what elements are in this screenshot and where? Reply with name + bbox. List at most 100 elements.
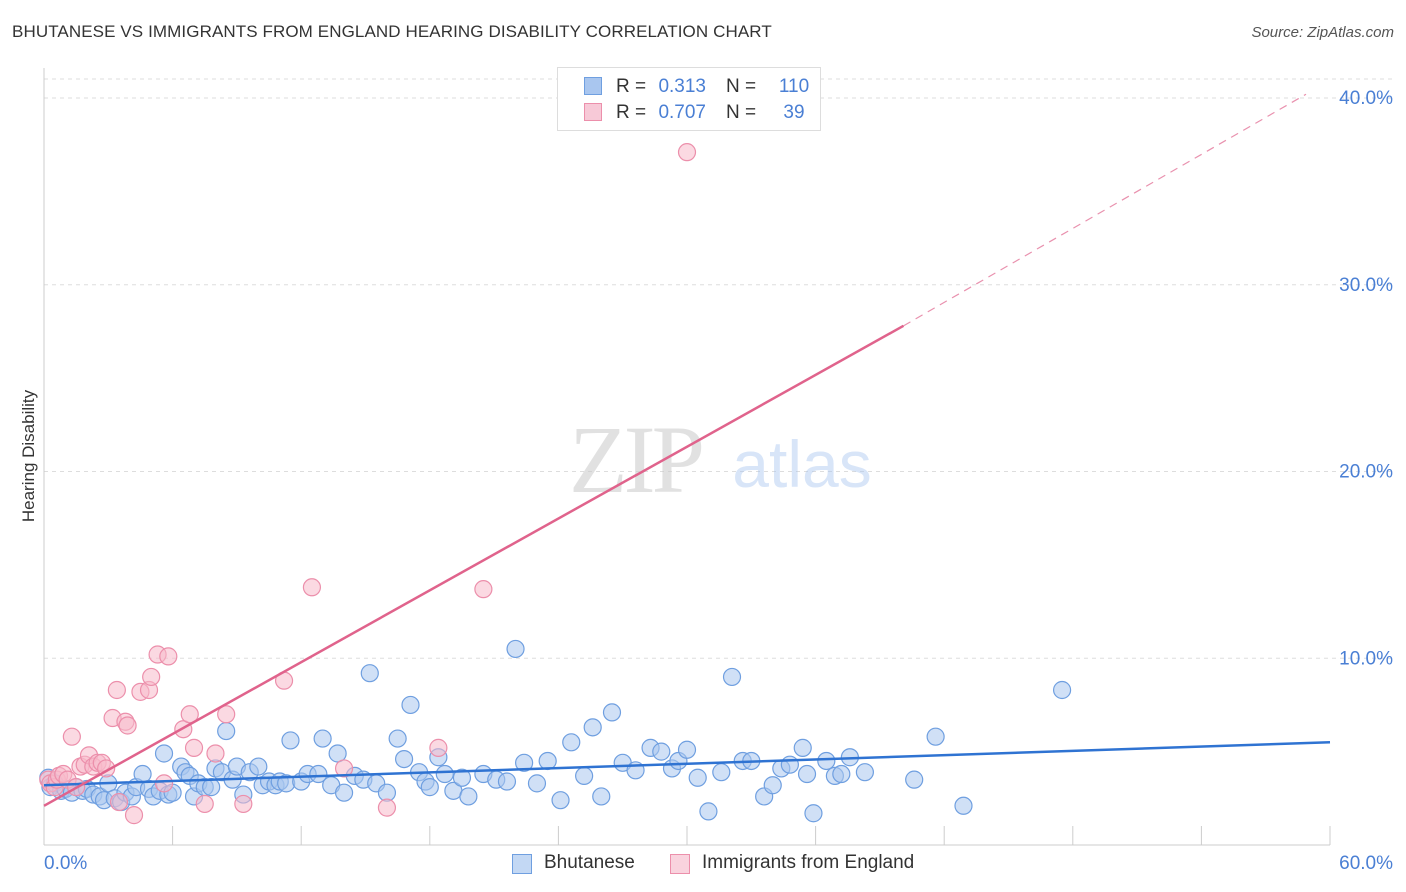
bhutanese-point xyxy=(459,787,478,806)
watermark-zip: ZIP xyxy=(569,406,702,513)
bhutanese-point xyxy=(712,763,731,782)
england-point xyxy=(159,647,178,666)
england-point xyxy=(217,705,236,724)
legend-r-value: 0.707 xyxy=(658,102,706,123)
bhutanese-point xyxy=(954,796,973,815)
chart-source: Source: ZipAtlas.com xyxy=(1251,24,1394,41)
england-point xyxy=(109,792,129,812)
bhutanese-point xyxy=(360,664,379,683)
england-point xyxy=(234,794,253,814)
y-axis-label: Hearing Disability xyxy=(19,389,38,523)
y-tick-label: 20.0% xyxy=(1339,462,1393,483)
bhutanese-point xyxy=(804,804,823,823)
bhutanese-point xyxy=(249,757,268,776)
bhutanese-point xyxy=(506,639,525,659)
england-point xyxy=(429,738,448,757)
england-point xyxy=(180,705,199,724)
bhutanese-point xyxy=(780,755,799,774)
y-tick-label: 10.0% xyxy=(1339,648,1393,669)
watermark-atlas: atlas xyxy=(732,427,871,501)
bhutanese-point xyxy=(592,787,611,806)
bhutanese-point xyxy=(688,768,707,787)
bhutanese-point xyxy=(452,768,472,787)
y-tick-label: 30.0% xyxy=(1339,275,1393,296)
bottom-legend-label: Bhutanese xyxy=(544,852,635,873)
england-point xyxy=(142,667,161,687)
bhutanese-point xyxy=(394,749,414,769)
trend-layer xyxy=(43,93,1331,807)
bhutanese-point xyxy=(217,721,236,741)
bhutanese-point xyxy=(797,764,817,784)
england-point xyxy=(377,798,397,817)
bhutanese-point xyxy=(699,802,718,821)
bottom-legend-swatch-pink xyxy=(670,854,690,874)
bhutanese-point xyxy=(309,764,328,784)
bhutanese-point xyxy=(515,753,534,772)
england-point xyxy=(118,716,137,735)
bhutanese-point xyxy=(401,695,420,715)
bhutanese-point xyxy=(832,764,851,784)
bhutanese-point xyxy=(602,703,622,722)
bhutanese-trendline xyxy=(43,741,1331,787)
bottom-legend-swatch-blue xyxy=(512,854,532,874)
bhutanese-point xyxy=(551,791,570,810)
england-trendline-extension xyxy=(903,93,1307,327)
england-point xyxy=(195,794,214,814)
bhutanese-point xyxy=(497,772,517,791)
bhutanese-point xyxy=(388,729,407,748)
bhutanese-point xyxy=(527,774,547,793)
bhutanese-point xyxy=(817,751,836,771)
legend-r-label: R = xyxy=(616,102,647,123)
bhutanese-point xyxy=(538,751,557,771)
bhutanese-point xyxy=(652,742,671,761)
england-point xyxy=(184,738,204,757)
legend-swatch-blue xyxy=(584,77,602,95)
bhutanese-point xyxy=(677,740,697,759)
bottom-legend-label: Immigrants from England xyxy=(702,852,915,873)
bhutanese-point xyxy=(328,744,347,763)
bhutanese-point xyxy=(154,744,174,763)
bhutanese-point xyxy=(202,778,221,797)
x-tick-label: 0.0% xyxy=(44,853,87,874)
stats-legend: R = 0.313 N = 110 R = 0.707 N = 39 xyxy=(557,67,821,131)
x-tick-label: 60.0% xyxy=(1339,853,1393,874)
england-point xyxy=(124,806,144,825)
england-point xyxy=(334,759,354,778)
legend-n-value: 110 xyxy=(778,76,810,97)
bhutanese-point xyxy=(562,733,581,752)
legend-r-value: 0.313 xyxy=(658,76,706,97)
bhutanese-point xyxy=(583,718,602,737)
legend-r-label: R = xyxy=(616,76,647,97)
legend-n-label: N = xyxy=(726,102,757,123)
bhutanese-point xyxy=(334,783,354,802)
england-point xyxy=(206,744,225,763)
bhutanese-point xyxy=(313,729,332,748)
bhutanese-point xyxy=(575,766,594,786)
y-tick-label: 40.0% xyxy=(1339,88,1393,109)
bhutanese-point xyxy=(420,778,439,797)
bhutanese-point xyxy=(793,738,812,757)
bhutanese-point xyxy=(722,667,742,687)
england-point xyxy=(154,774,174,793)
bhutanese-point xyxy=(1052,680,1072,700)
bhutanese-point xyxy=(435,764,454,784)
england-point xyxy=(62,727,81,746)
tick-labels: 10.0% 20.0% 30.0% 40.0% 0.0% 60.0% xyxy=(44,88,1393,874)
england-point xyxy=(474,580,493,599)
watermark: ZIP atlas xyxy=(569,406,872,513)
bhutanese-point xyxy=(926,727,945,746)
england-point xyxy=(677,143,697,162)
bhutanese-point xyxy=(763,776,782,795)
england-point xyxy=(302,578,322,597)
legend-n-label: N = xyxy=(726,76,757,97)
bhutanese-point xyxy=(905,770,924,789)
bhutanese-point xyxy=(855,763,874,782)
grid-layer xyxy=(44,78,1392,659)
axis-layer xyxy=(43,68,1331,846)
legend-swatch-pink xyxy=(584,103,602,121)
legend-n-value: 39 xyxy=(783,102,805,123)
chart-title: BHUTANESE VS IMMIGRANTS FROM ENGLAND HEA… xyxy=(12,22,772,41)
bhutanese-point xyxy=(281,731,300,750)
england-trendline xyxy=(43,324,905,807)
